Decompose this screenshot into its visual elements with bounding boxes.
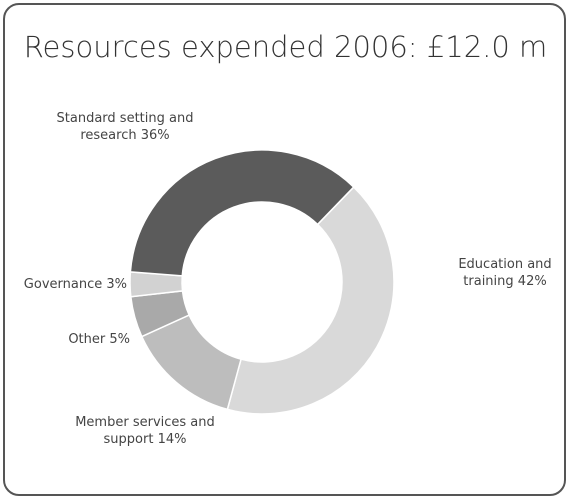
value-label: 5% (109, 332, 130, 347)
segment-label: Governance 3% (0, 276, 127, 293)
category-label: Standard setting and research (56, 111, 194, 143)
donut-segment (129, 149, 355, 277)
category-label: Member services and support (75, 415, 215, 447)
category-label: Other (68, 332, 106, 347)
value-label: 42% (517, 274, 547, 289)
segment-label: Standard setting and research 36% (55, 110, 195, 144)
category-label: Education and training (458, 257, 552, 289)
value-label: 3% (106, 277, 127, 292)
donut-segment (226, 185, 395, 415)
segment-label: Other 5% (30, 331, 130, 348)
value-label: 36% (140, 128, 170, 143)
value-label: 14% (157, 432, 187, 447)
segment-label: Member services and support 14% (60, 414, 230, 448)
chart-title: Resources expended 2006: £12.0 m (23, 30, 548, 64)
frame (3, 3, 566, 496)
segment-label: Education and training 42% (455, 256, 555, 290)
category-label: Governance (23, 277, 103, 292)
